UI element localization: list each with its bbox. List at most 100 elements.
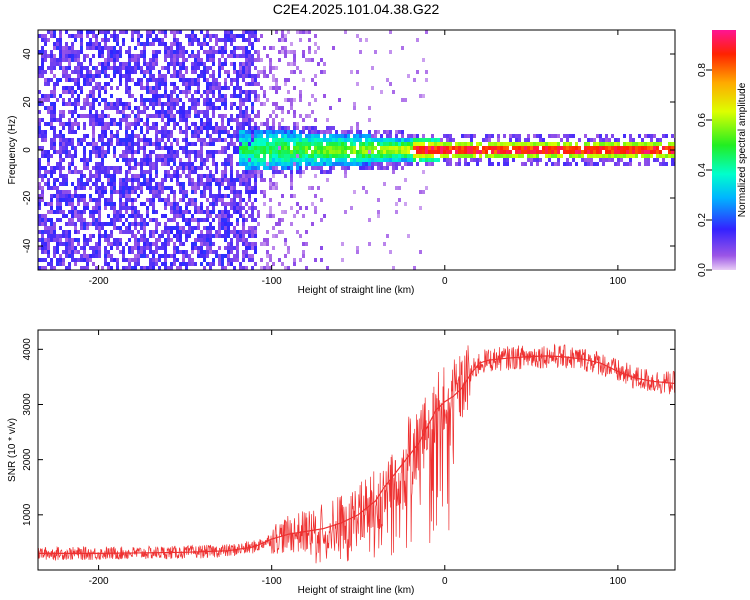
heatmap-cell bbox=[230, 62, 233, 66]
heatmap-cell bbox=[179, 210, 182, 214]
heatmap-cell bbox=[41, 130, 44, 134]
heatmap-cell bbox=[152, 210, 155, 214]
heatmap-cell bbox=[188, 182, 191, 186]
heatmap-cell bbox=[50, 34, 53, 38]
heatmap-cell bbox=[230, 190, 233, 194]
heatmap-cell bbox=[158, 102, 161, 106]
heatmap-cell bbox=[230, 198, 233, 202]
heatmap-cell bbox=[104, 150, 107, 154]
heatmap-cell bbox=[314, 166, 317, 170]
heatmap-cell bbox=[155, 94, 158, 98]
heatmap-cell bbox=[248, 50, 251, 54]
heatmap-cell bbox=[569, 134, 572, 138]
heatmap-cell bbox=[365, 134, 368, 138]
heatmap-cell bbox=[296, 126, 299, 130]
heatmap-cell bbox=[458, 150, 461, 154]
heatmap-cell bbox=[101, 142, 104, 146]
heatmap-cell bbox=[224, 82, 227, 86]
heatmap-cell bbox=[146, 242, 149, 246]
heatmap-cell bbox=[554, 162, 557, 166]
heatmap-cell bbox=[347, 130, 350, 134]
heatmap-cell bbox=[98, 86, 101, 90]
heatmap-cell bbox=[308, 50, 311, 54]
heatmap-cell bbox=[251, 78, 254, 82]
heatmap-cell bbox=[335, 142, 338, 146]
snr-frame bbox=[37, 329, 676, 571]
heatmap-cell bbox=[284, 38, 287, 42]
heatmap-cell bbox=[188, 262, 191, 266]
heatmap-cell bbox=[80, 42, 83, 46]
heatmap-cell bbox=[107, 62, 110, 66]
heatmap-cell bbox=[308, 46, 311, 50]
heatmap-cell bbox=[248, 206, 251, 210]
heatmap-cell bbox=[107, 50, 110, 54]
heatmap-cell bbox=[218, 66, 221, 70]
heatmap-cell bbox=[644, 146, 647, 150]
heatmap-cell bbox=[164, 158, 167, 162]
heatmap-cell bbox=[92, 134, 95, 138]
heatmap-cell bbox=[44, 130, 47, 134]
heatmap-cell bbox=[338, 150, 341, 154]
heatmap-cell bbox=[68, 202, 71, 206]
heatmap-cell bbox=[83, 258, 86, 262]
heatmap-cell bbox=[161, 162, 164, 166]
heatmap-cell bbox=[155, 34, 158, 38]
heatmap-cell bbox=[95, 226, 98, 230]
heatmap-cell bbox=[554, 134, 557, 138]
heatmap-cell bbox=[62, 178, 65, 182]
heatmap-cell bbox=[230, 258, 233, 262]
heatmap-cell bbox=[155, 186, 158, 190]
heatmap-cell bbox=[101, 154, 104, 158]
heatmap-cell bbox=[242, 38, 245, 42]
heatmap-cell bbox=[71, 90, 74, 94]
heatmap-cell bbox=[161, 214, 164, 218]
heatmap-cell bbox=[86, 134, 89, 138]
heatmap-cell bbox=[383, 150, 386, 154]
heatmap-cell bbox=[53, 250, 56, 254]
heatmap-cell bbox=[167, 98, 170, 102]
heatmap-cell bbox=[53, 194, 56, 198]
heatmap-cell bbox=[50, 258, 53, 262]
heatmap-cell bbox=[314, 130, 317, 134]
heatmap-cell bbox=[77, 202, 80, 206]
heatmap-cell bbox=[206, 78, 209, 82]
heatmap-cell bbox=[320, 146, 323, 150]
heatmap-cell bbox=[377, 166, 380, 170]
heatmap-cell bbox=[290, 182, 293, 186]
heatmap-cell bbox=[230, 246, 233, 250]
heatmap-cell bbox=[68, 218, 71, 222]
heatmap-cell bbox=[116, 110, 119, 114]
heatmap-cell bbox=[170, 118, 173, 122]
heatmap-cell bbox=[572, 158, 575, 162]
heatmap-cell bbox=[92, 126, 95, 130]
heatmap-cell bbox=[281, 126, 284, 130]
heatmap-cell bbox=[236, 218, 239, 222]
heatmap-cell bbox=[113, 214, 116, 218]
heatmap-cell bbox=[221, 102, 224, 106]
heatmap-cell bbox=[128, 222, 131, 226]
heatmap-cell bbox=[173, 202, 176, 206]
heatmap-cell bbox=[587, 146, 590, 150]
heatmap-cell bbox=[140, 238, 143, 242]
heatmap-cell bbox=[41, 146, 44, 150]
heatmap-cell bbox=[506, 154, 509, 158]
heatmap-cell bbox=[281, 162, 284, 166]
heatmap-cell bbox=[383, 142, 386, 146]
heatmap-cell bbox=[149, 258, 152, 262]
heatmap-cell bbox=[254, 34, 257, 38]
heatmap-cell bbox=[299, 30, 302, 34]
heatmap-cell bbox=[134, 126, 137, 130]
heatmap-cell bbox=[170, 202, 173, 206]
heatmap-cell bbox=[206, 174, 209, 178]
heatmap-cell bbox=[59, 34, 62, 38]
heatmap-cell bbox=[119, 218, 122, 222]
heatmap-cell bbox=[122, 66, 125, 70]
heatmap-cell bbox=[587, 142, 590, 146]
heatmap-cell bbox=[59, 46, 62, 50]
heatmap-cell bbox=[152, 198, 155, 202]
heatmap-cell bbox=[206, 66, 209, 70]
heatmap-cell bbox=[353, 106, 356, 110]
heatmap-cell bbox=[203, 162, 206, 166]
heatmap-cell bbox=[284, 210, 287, 214]
heatmap-cell bbox=[158, 190, 161, 194]
